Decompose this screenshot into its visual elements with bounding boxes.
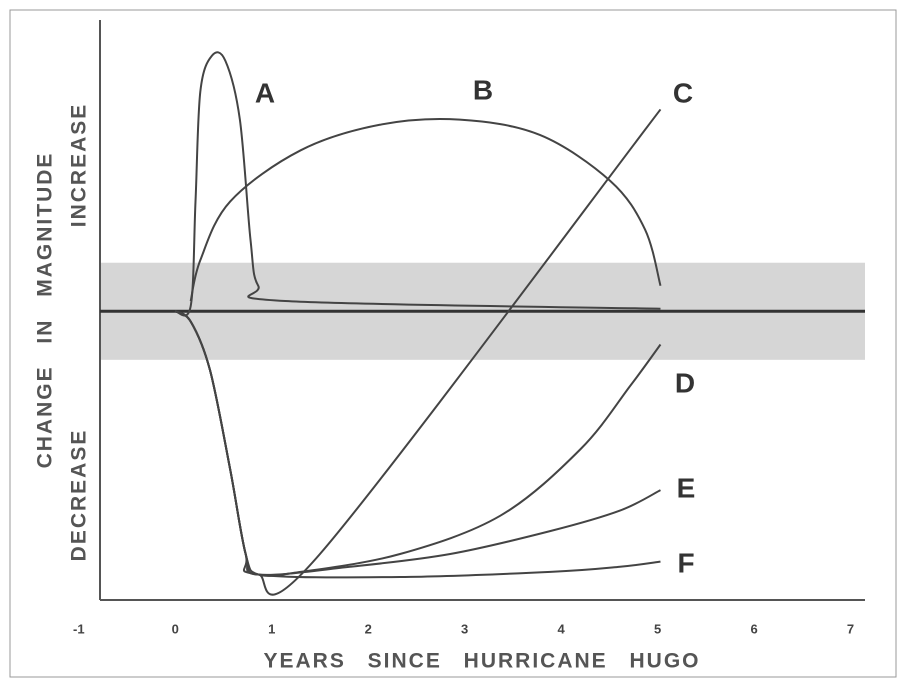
curve-label: A <box>255 77 275 108</box>
y-upper-label: INCREASE <box>68 103 91 228</box>
frame <box>9 9 897 678</box>
x-tick-label: 4 <box>558 621 566 636</box>
x-tick-label: 6 <box>750 621 757 636</box>
x-tick-label: 1 <box>268 621 275 636</box>
curve <box>174 310 661 579</box>
x-tick-label: 7 <box>847 621 854 636</box>
curve-label: B <box>473 74 493 105</box>
curve-label: F <box>677 547 694 578</box>
y-axis-title: CHANGE IN MAGNITUDE <box>34 152 57 469</box>
x-tick-label: 0 <box>172 621 179 636</box>
curve <box>174 51 661 317</box>
x-tick-label: 3 <box>461 621 468 636</box>
x-axis-title: YEARS SINCE HURRICANE HUGO <box>263 650 700 673</box>
y-lower-label: DECREASE <box>68 429 91 562</box>
x-tick-label: -1 <box>73 621 85 636</box>
curve-label: C <box>673 77 693 108</box>
curve <box>189 118 662 302</box>
x-tick-label: 2 <box>365 621 372 636</box>
x-tick-label: 5 <box>654 621 661 636</box>
curve-label: E <box>677 472 696 503</box>
curve-label: D <box>675 367 695 398</box>
